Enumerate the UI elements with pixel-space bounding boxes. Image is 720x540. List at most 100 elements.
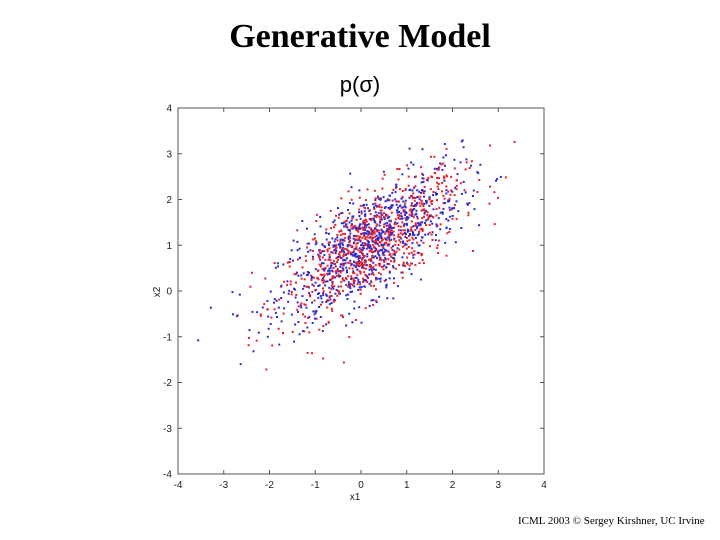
- data-point-blue: [371, 272, 374, 274]
- data-point-red: [363, 271, 366, 274]
- data-point-blue: [404, 236, 407, 238]
- data-point-red: [408, 252, 411, 255]
- data-point-red: [435, 208, 438, 211]
- data-point-red: [335, 214, 337, 217]
- data-point-red: [421, 228, 424, 231]
- data-point-blue: [368, 245, 370, 247]
- data-point-red: [336, 294, 339, 297]
- data-point-red: [324, 267, 327, 269]
- data-point-red: [370, 256, 373, 259]
- data-point-red: [302, 313, 304, 316]
- data-point-red: [386, 198, 389, 201]
- data-point-blue: [280, 320, 283, 323]
- data-point-blue: [468, 202, 471, 205]
- data-point-blue: [358, 215, 361, 218]
- data-point-blue: [296, 240, 299, 243]
- data-point-red: [331, 270, 334, 273]
- data-point-blue: [312, 310, 315, 313]
- data-point-blue: [378, 295, 381, 298]
- data-point-blue: [339, 246, 342, 249]
- data-point-blue: [317, 293, 319, 295]
- data-point-red: [418, 262, 421, 265]
- data-point-blue: [386, 236, 389, 239]
- data-point-red: [355, 235, 358, 238]
- data-point-red: [341, 262, 344, 265]
- y-tick-label: 0: [166, 287, 172, 298]
- data-point-blue: [319, 258, 322, 261]
- data-point-red: [383, 173, 386, 176]
- data-point-red: [431, 239, 434, 241]
- data-point-red: [393, 234, 396, 237]
- data-point-blue: [418, 244, 421, 247]
- data-point-red: [356, 229, 359, 231]
- data-point-red: [403, 244, 406, 247]
- data-point-red: [364, 218, 367, 221]
- data-point-blue: [409, 188, 412, 191]
- data-point-blue: [419, 278, 422, 281]
- data-point-blue: [402, 240, 405, 243]
- data-point-blue: [401, 217, 404, 220]
- data-point-red: [412, 192, 415, 195]
- data-point-red: [419, 195, 422, 198]
- data-point-blue: [295, 271, 298, 274]
- data-point-blue: [375, 205, 378, 208]
- data-point-red: [318, 328, 321, 331]
- data-point-red: [394, 218, 397, 221]
- data-point-red: [401, 233, 404, 236]
- data-point-blue: [362, 264, 365, 267]
- data-point-red: [387, 224, 390, 227]
- data-point-blue: [345, 223, 348, 226]
- data-point-red: [402, 229, 405, 232]
- data-point-blue: [383, 251, 386, 254]
- data-point-blue: [328, 269, 331, 272]
- data-point-red: [356, 283, 359, 286]
- data-point-red: [357, 261, 360, 264]
- axis-ticks: -4 -3 -2 -1 0 1 2 3 4 -4 -3 -2 -1 0 1 2 3 4: [163, 104, 547, 492]
- data-point-red: [358, 236, 361, 238]
- plot-frame: [177, 107, 545, 475]
- data-point-blue: [377, 195, 379, 198]
- data-point-red: [513, 140, 516, 143]
- data-point-red: [362, 221, 364, 224]
- data-point-blue: [428, 204, 431, 207]
- data-point-blue: [353, 226, 356, 229]
- data-point-blue: [412, 253, 415, 256]
- data-point-red: [421, 190, 424, 193]
- data-point-red: [431, 199, 434, 202]
- data-point-red: [440, 163, 443, 166]
- data-point-blue: [332, 244, 335, 247]
- data-point-blue: [341, 238, 344, 241]
- data-point-red: [289, 280, 292, 283]
- data-point-blue: [405, 222, 408, 225]
- data-point-blue: [384, 238, 387, 241]
- data-point-red: [287, 261, 290, 264]
- data-point-red: [402, 210, 405, 213]
- data-point-blue: [386, 221, 389, 224]
- data-point-blue: [343, 251, 346, 254]
- data-point-blue: [384, 257, 387, 260]
- data-point-blue: [389, 206, 392, 209]
- data-point-blue: [406, 228, 409, 231]
- data-point-red: [414, 205, 417, 207]
- data-point-red: [349, 262, 352, 265]
- data-point-blue: [339, 265, 342, 268]
- data-point-red: [322, 324, 325, 327]
- data-point-blue: [425, 202, 428, 205]
- data-point-blue: [352, 215, 355, 218]
- data-point-blue: [377, 212, 380, 215]
- data-point-blue: [337, 285, 340, 288]
- data-point-red: [316, 269, 319, 272]
- data-point-blue: [385, 286, 388, 289]
- data-point-red: [329, 259, 332, 262]
- data-point-blue: [347, 235, 350, 238]
- data-point-red: [340, 281, 343, 284]
- data-point-red: [327, 320, 330, 323]
- data-point-blue: [408, 196, 411, 199]
- data-point-red: [467, 211, 470, 214]
- x-tick-label: -2: [265, 480, 274, 491]
- x-tick-label: 4: [541, 480, 547, 491]
- data-point-red: [361, 264, 363, 266]
- data-point-blue: [444, 164, 446, 167]
- data-point-red: [331, 277, 334, 280]
- data-point-blue: [375, 234, 378, 237]
